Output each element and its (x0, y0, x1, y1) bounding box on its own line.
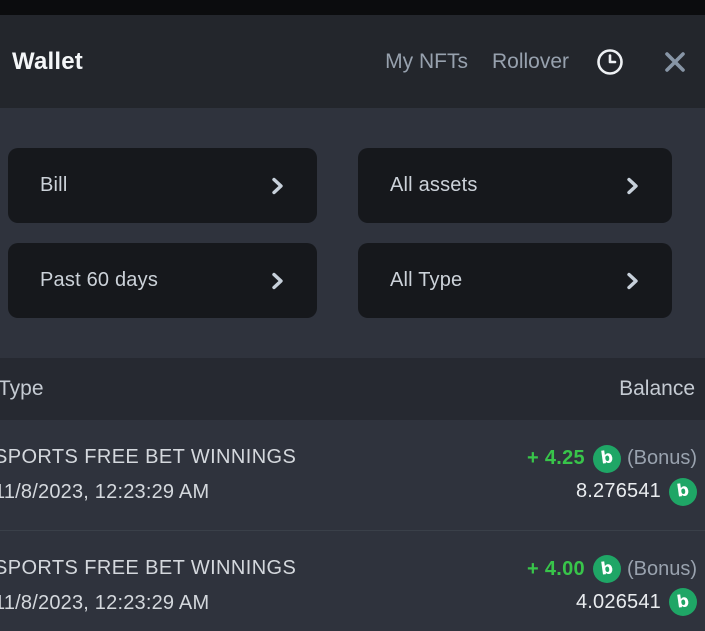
transaction-amounts: + 4.00 b (Bonus) 4.026541 b (527, 555, 697, 616)
balance-value: 8.276541 (575, 480, 661, 502)
column-header-balance: Balance (619, 377, 695, 400)
filter-period-label: Past 60 days (40, 269, 159, 291)
transaction-info: SPORTS FREE BET WINNINGS 11/8/2023, 12:2… (0, 446, 296, 504)
coin-glyph: b (599, 557, 615, 580)
bonus-coin-icon: b (592, 444, 621, 473)
close-icon[interactable] (661, 48, 689, 76)
bonus-label: (Bonus) (626, 447, 697, 469)
nav-my-nfts[interactable]: My NFTs (385, 49, 468, 73)
transaction-info: SPORTS FREE BET WINNINGS 11/8/2023, 12:2… (0, 557, 296, 615)
bonus-line: + 4.25 b (Bonus) (527, 444, 697, 473)
bonus-amount: + 4.00 (527, 557, 585, 580)
transaction-row: SPORTS FREE BET WINNINGS 11/8/2023, 12:2… (0, 530, 705, 631)
page-title: Wallet (12, 47, 83, 75)
transaction-row: SPORTS FREE BET WINNINGS 11/8/2023, 12:2… (0, 420, 705, 530)
chevron-right-icon (622, 271, 642, 291)
balance-line: 8.276541 b (575, 477, 697, 506)
history-clock-icon[interactable] (595, 47, 625, 77)
transaction-type: SPORTS FREE BET WINNINGS (0, 446, 297, 468)
bonus-label: (Bonus) (626, 557, 697, 580)
header-nav: My NFTs Rollover (385, 47, 689, 77)
bonus-coin-icon: b (669, 588, 697, 616)
chevron-right-icon (267, 176, 287, 196)
bonus-coin-icon: b (669, 477, 697, 506)
transaction-type: SPORTS FREE BET WINNINGS (0, 556, 297, 579)
coin-glyph: b (675, 480, 691, 502)
nav-rollover[interactable]: Rollover (491, 49, 569, 73)
filter-type-button[interactable]: All Type (358, 243, 672, 318)
filter-assets-label: All assets (390, 174, 478, 196)
bonus-line: + 4.00 b (Bonus) (527, 555, 697, 583)
status-bar (0, 0, 705, 15)
bonus-amount: + 4.25 (527, 447, 585, 469)
transaction-datetime: 11/8/2023, 12:23:29 AM (0, 481, 210, 503)
filter-bill-label: Bill (40, 174, 68, 196)
filter-assets-button[interactable]: All assets (358, 148, 672, 223)
filter-type-label: All Type (390, 269, 463, 291)
wallet-header: Wallet My NFTs Rollover (0, 15, 705, 108)
transaction-amounts: + 4.25 b (Bonus) 8.276541 b (527, 444, 697, 506)
column-header-type: Type (0, 377, 44, 400)
coin-glyph: b (599, 447, 615, 469)
balance-value: 4.026541 (575, 590, 661, 613)
table-header: Type Balance (0, 358, 705, 420)
filter-buttons: Bill All assets Past 60 days All Type (8, 148, 672, 318)
chevron-right-icon (622, 176, 642, 196)
bonus-coin-icon: b (592, 555, 621, 583)
balance-line: 4.026541 b (576, 588, 697, 616)
transaction-list: SPORTS FREE BET WINNINGS 11/8/2023, 12:2… (0, 420, 705, 631)
coin-glyph: b (675, 590, 691, 613)
chevron-right-icon (267, 271, 287, 291)
transaction-datetime: 11/8/2023, 12:23:29 AM (0, 591, 210, 614)
filter-bill-button[interactable]: Bill (8, 148, 317, 223)
filter-period-button[interactable]: Past 60 days (8, 243, 317, 318)
